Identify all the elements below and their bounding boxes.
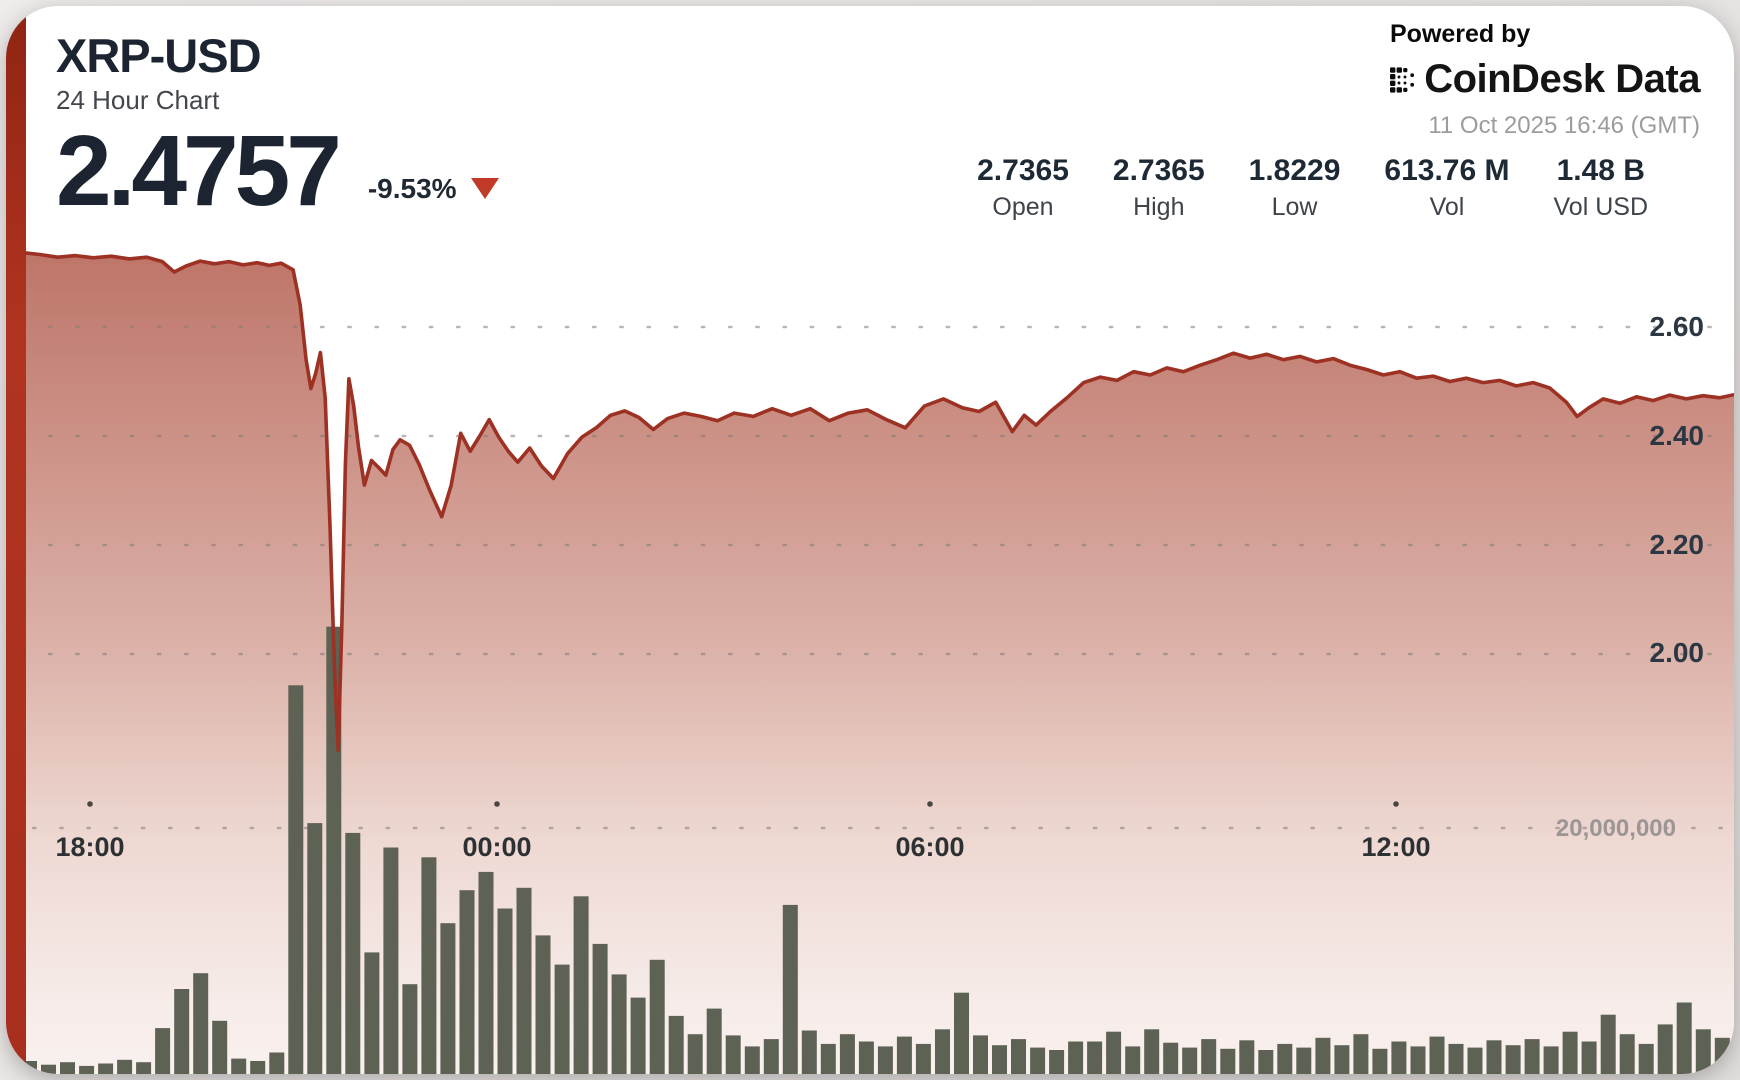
coindesk-logo-icon	[1390, 66, 1414, 93]
y-price-tick-1: 2.40	[1649, 420, 1705, 451]
x-tick-label-2: 06:00	[895, 832, 965, 862]
chart-header: XRP-USD 24 Hour Chart 2.4757 -9.53%	[56, 29, 499, 227]
powered-by-label: Powered by	[1390, 20, 1531, 48]
stat-value: 613.76 M	[1384, 154, 1510, 187]
stat-label: High	[1133, 193, 1185, 221]
y-price-tick-3: 2.00	[1649, 637, 1705, 668]
change-percent: -9.53%	[367, 172, 457, 204]
x-tick-label-0: 18:00	[55, 832, 125, 862]
chart-card: XRP-USD 24 Hour Chart 2.4757 -9.53% Powe…	[6, 6, 1734, 1074]
price-change: -9.53%	[368, 173, 499, 205]
left-accent-ribbon	[6, 6, 26, 1074]
brand-row: CoinDesk Data	[1390, 57, 1700, 102]
stat-vol: 613.76 M Vol	[1384, 154, 1509, 222]
stat-high: 2.7365 High	[1113, 154, 1205, 222]
chart-subtitle: 24 Hour Chart	[56, 84, 220, 115]
y-price-tick-2: 2.20	[1649, 529, 1705, 560]
stat-label: Vol	[1429, 193, 1465, 221]
x-tick-label-1: 00:00	[462, 832, 532, 862]
ohlc-stats: 2.7365 Open 2.7365 High 1.8229 Low 613.7…	[977, 154, 1648, 222]
x-tick-label-3: 12:00	[1361, 832, 1431, 862]
y-volume-tick: 20,000,000	[1555, 815, 1676, 842]
stat-vol-usd: 1.48 B Vol USD	[1554, 154, 1648, 222]
stat-value: 1.8229	[1248, 154, 1341, 187]
brand-name: CoinDesk Data	[1424, 57, 1700, 101]
stat-open: 2.7365 Open	[977, 154, 1069, 222]
stat-low: 1.8229 Low	[1249, 154, 1341, 222]
y-price-tick-0: 2.60	[1649, 311, 1705, 342]
current-price: 2.4757	[56, 114, 342, 227]
timestamp: 11 Oct 2025 16:46 (GMT)	[1428, 112, 1700, 139]
price-row: 2.4757 -9.53%	[56, 114, 499, 227]
symbol-title: XRP-USD	[56, 29, 262, 82]
stat-value: 2.7365	[1112, 154, 1205, 187]
branding-block: Powered by	[1390, 20, 1700, 140]
stat-label: Vol USD	[1553, 193, 1648, 221]
stat-value: 2.7365	[977, 154, 1069, 187]
stat-label: Open	[992, 193, 1054, 221]
down-triangle-icon	[470, 178, 499, 200]
price-volume-chart	[6, 250, 1734, 1074]
stat-value: 1.48 B	[1556, 154, 1645, 187]
stat-label: Low	[1271, 193, 1318, 221]
